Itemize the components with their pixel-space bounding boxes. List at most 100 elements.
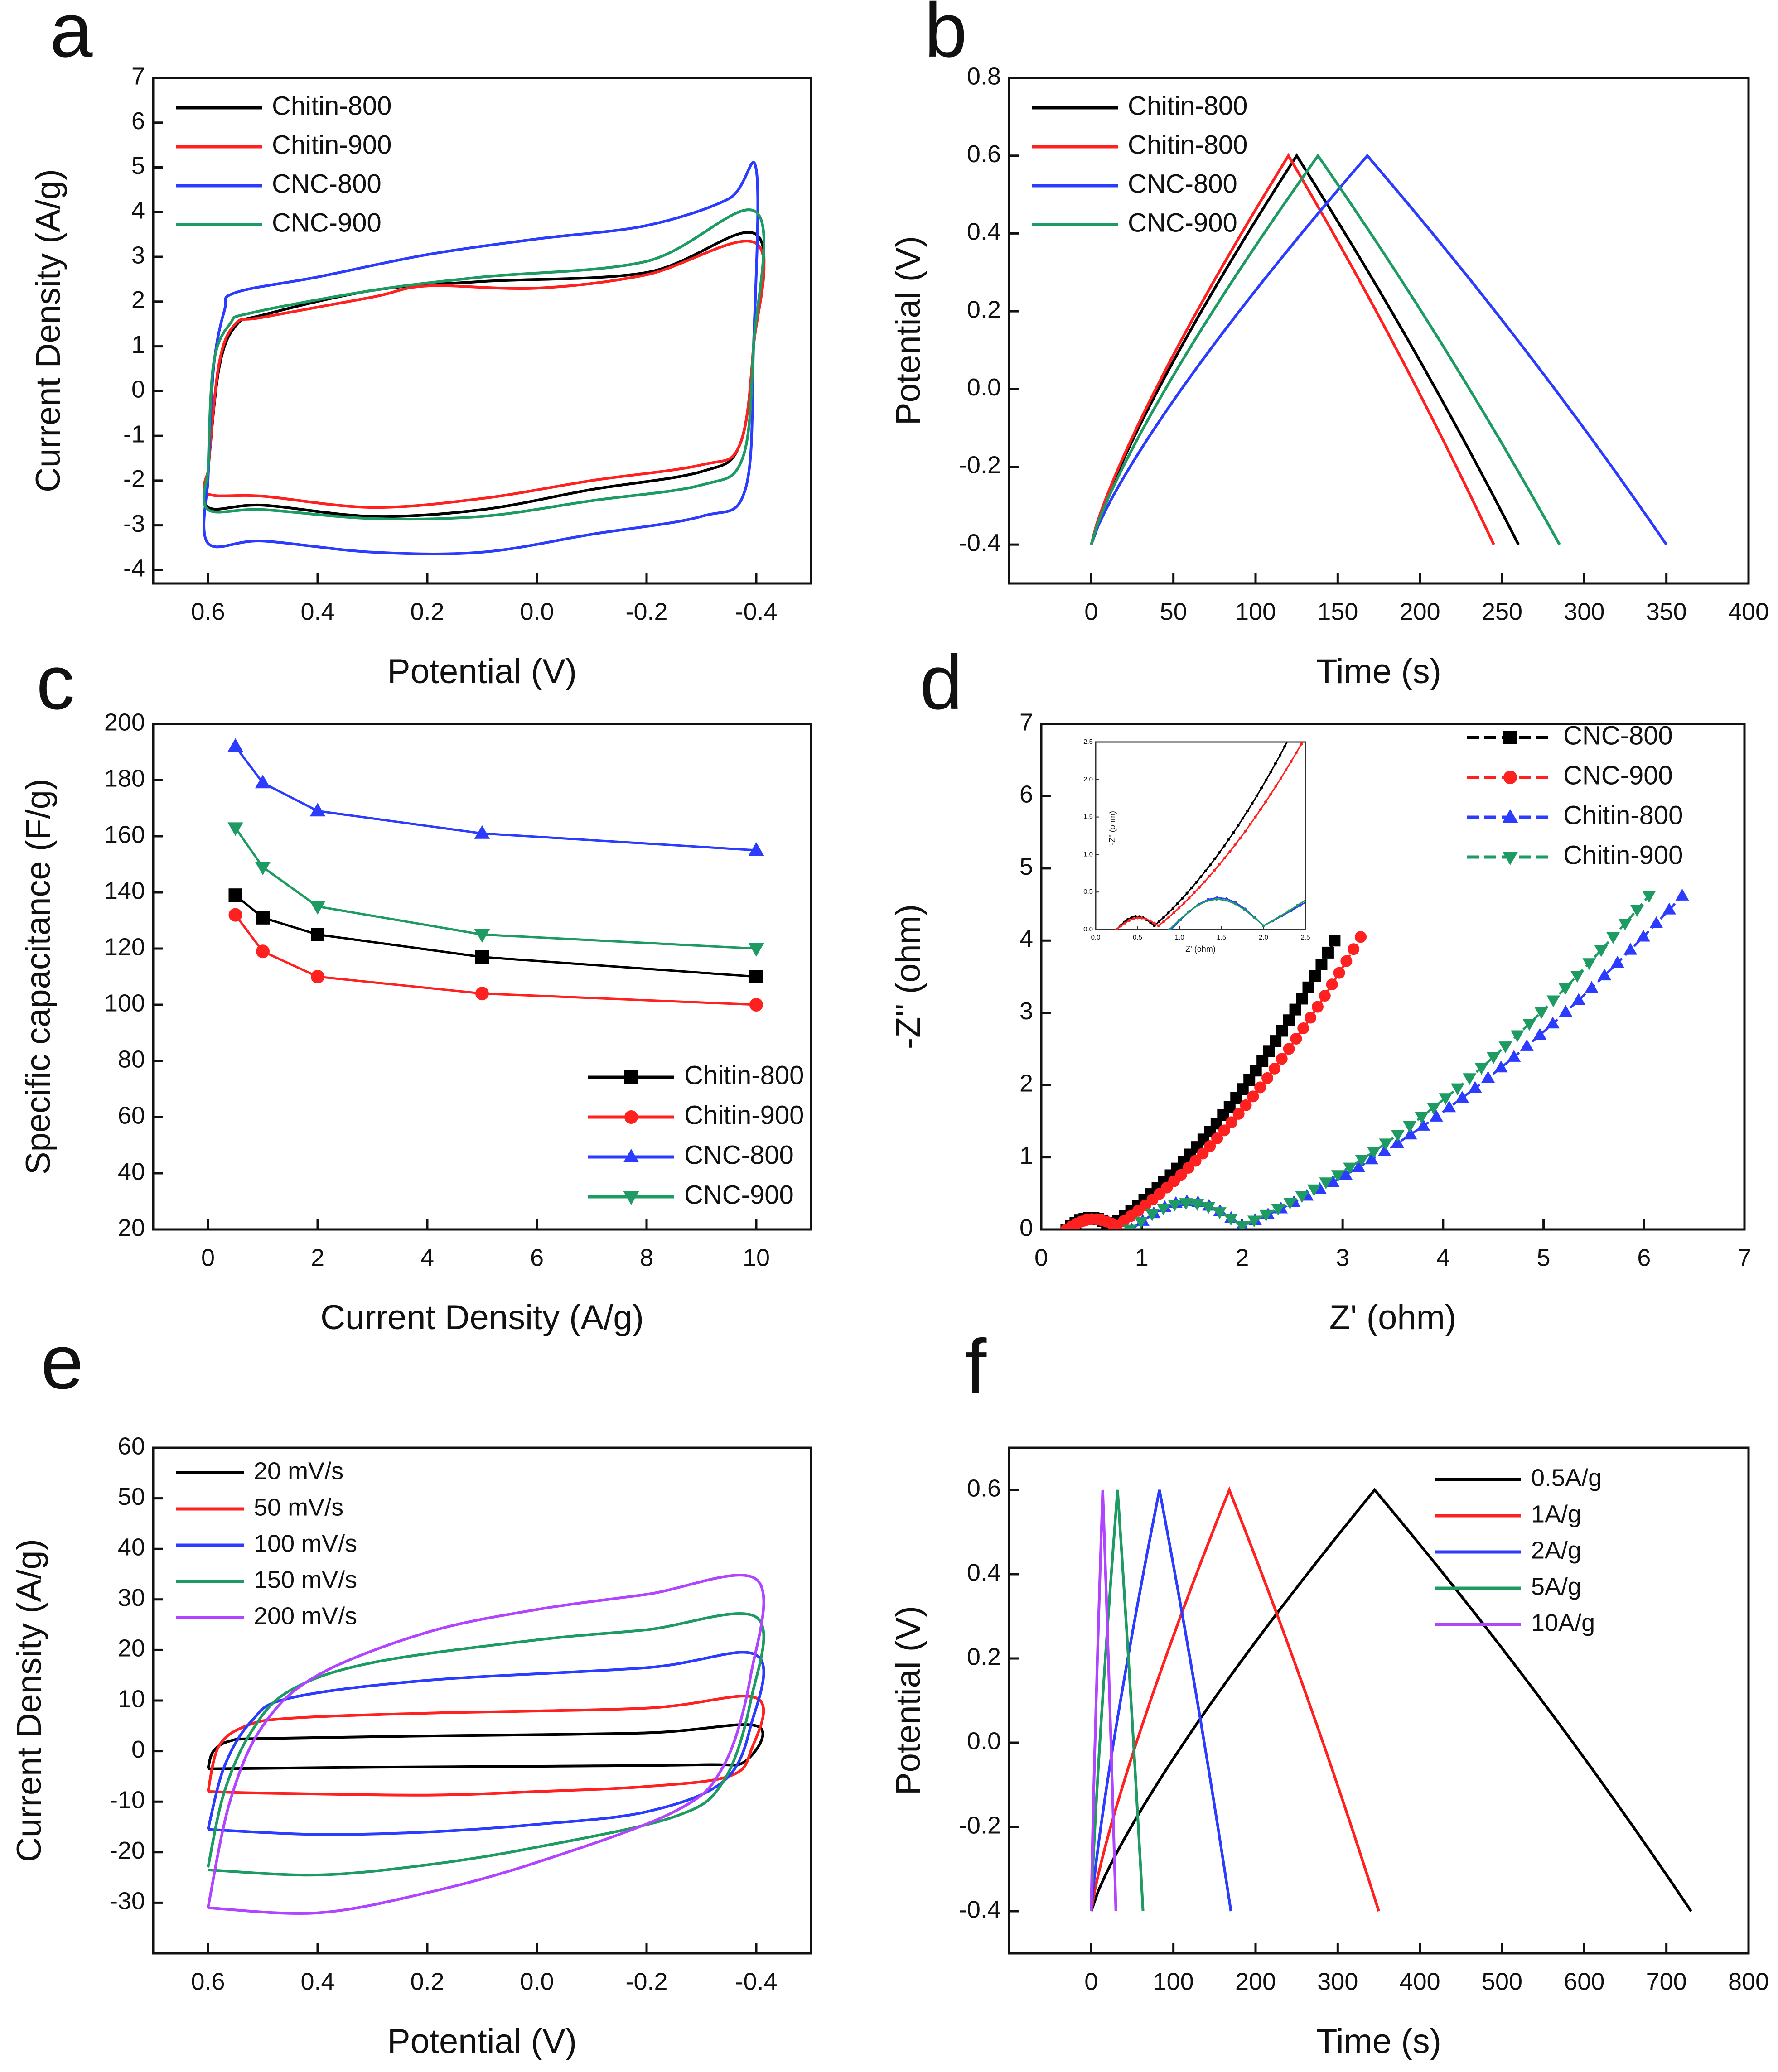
x-tick-label: 0.0 bbox=[520, 1968, 554, 1995]
y-tick-label: 2 bbox=[1019, 1070, 1033, 1097]
inset-point-cnc-800 bbox=[1265, 778, 1268, 782]
data-point-cnc-800 bbox=[227, 738, 243, 752]
data-point-chitin-800 bbox=[256, 911, 270, 925]
inset-y-tick-label: 0.0 bbox=[1083, 925, 1093, 933]
x-tick-label: 600 bbox=[1564, 1968, 1604, 1995]
data-point-chitin-800 bbox=[1429, 1109, 1443, 1122]
inset-point-cnc-900 bbox=[1269, 792, 1272, 796]
legend-marker-chitin-800 bbox=[1502, 809, 1518, 823]
legend-label-10a-g: 10A/g bbox=[1531, 1609, 1595, 1636]
inset-point-cnc-800 bbox=[1176, 901, 1179, 905]
data-point-chitin-800 bbox=[1326, 1175, 1340, 1187]
y-tick-label: 2 bbox=[131, 286, 145, 313]
panel-label-f: f bbox=[965, 1324, 987, 1410]
series-line-1a-g bbox=[1090, 1486, 1380, 1912]
series-line-10a-g bbox=[1090, 1489, 1117, 1912]
legend-label-cnc-900: CNC-900 bbox=[684, 1180, 794, 1209]
x-tick-label: 800 bbox=[1728, 1968, 1769, 1995]
inset-point-cnc-900 bbox=[1223, 856, 1227, 860]
inset-point-chitin-900 bbox=[1224, 898, 1227, 902]
y-tick-label: 4 bbox=[1019, 925, 1033, 953]
legend-marker-cnc-800 bbox=[623, 1149, 639, 1162]
inset-y-label: -Z'' (ohm) bbox=[1108, 811, 1117, 845]
inset-point-chitin-900 bbox=[1296, 904, 1299, 907]
data-point-chitin-800 bbox=[749, 970, 763, 983]
data-point-cnc-900 bbox=[1319, 990, 1331, 1002]
y-tick-label: 10 bbox=[118, 1685, 145, 1712]
legend-label-chitin-800: Chitin-800 bbox=[1128, 91, 1247, 120]
data-point-cnc-900 bbox=[1189, 1155, 1202, 1167]
data-point-chitin-800 bbox=[1403, 1128, 1417, 1140]
y-axis-label: Current Density (A/g) bbox=[29, 169, 68, 492]
y-tick-label: 1 bbox=[1019, 1142, 1033, 1169]
x-tick-label: 400 bbox=[1400, 1968, 1440, 1995]
inset-point-cnc-900 bbox=[1177, 906, 1181, 910]
inset-x-tick-label: 0.0 bbox=[1091, 934, 1101, 941]
data-point-chitin-800 bbox=[1623, 943, 1638, 955]
x-tick-label: 0.6 bbox=[191, 598, 225, 625]
inset-point-cnc-900 bbox=[1238, 837, 1242, 840]
panel-b: b 0 50 100 150 200 250 300 350 400 -0.4 -0.2 0.0 0.2 0… bbox=[889, 0, 1769, 691]
plot-area bbox=[207, 1574, 765, 1915]
data-point-cnc-900 bbox=[1211, 1132, 1223, 1144]
inset-point-cnc-800 bbox=[1218, 851, 1221, 854]
series-line-chitin-800 bbox=[1090, 153, 1495, 545]
data-point-chitin-800 bbox=[311, 928, 324, 941]
series-line-cnc-900 bbox=[203, 208, 766, 521]
x-tick-label: 8 bbox=[640, 1244, 653, 1271]
data-point-chitin-800 bbox=[1352, 1160, 1366, 1172]
x-tick-label: -0.4 bbox=[735, 598, 777, 625]
plot-frame bbox=[152, 723, 812, 1231]
inset-x-tick-label: 2.5 bbox=[1301, 934, 1310, 941]
data-point-cnc-900 bbox=[1290, 1032, 1302, 1045]
legend-label-100-mv-s: 100 mV/s bbox=[254, 1530, 357, 1557]
data-point-cnc-800 bbox=[748, 842, 764, 856]
inset-point-cnc-800 bbox=[1208, 863, 1212, 867]
inset-point-cnc-900 bbox=[1203, 880, 1206, 883]
data-point-chitin-900 bbox=[1123, 1224, 1137, 1229]
panel-label-b: b bbox=[924, 0, 967, 73]
x-tick-label: 2 bbox=[1235, 1244, 1249, 1271]
series-line-5a-g bbox=[1090, 1489, 1145, 1912]
inset-point-cnc-900 bbox=[1136, 916, 1139, 920]
legend: Chitin-800 Chitin-900 CNC-800 CNC-900 bbox=[588, 1060, 804, 1209]
inset-point-chitin-900 bbox=[1233, 902, 1237, 906]
legend-label-cnc-800: CNC-800 bbox=[1563, 721, 1673, 750]
y-tick-label: 0.6 bbox=[967, 140, 1001, 168]
x-tick-label: 400 bbox=[1728, 598, 1769, 625]
legend: Chitin-800 Chitin-900 CNC-800 CNC-900 bbox=[176, 91, 391, 237]
y-tick-label: -0.4 bbox=[959, 1896, 1001, 1923]
inset-point-cnc-800 bbox=[1204, 869, 1207, 872]
data-point-chitin-800 bbox=[1610, 956, 1624, 968]
data-point-chitin-900 bbox=[1642, 891, 1656, 903]
data-point-chitin-900 bbox=[1145, 1209, 1159, 1221]
inset-x-tick-label: 0.5 bbox=[1133, 934, 1142, 941]
panel-d: d 0 1 2 3 4 5 6 7 0 1 2 3 4 5 6 7 Z' (ohm) -Z'' (ohm) CNC-8… bbox=[889, 640, 1751, 1337]
panel-label-a: a bbox=[50, 0, 93, 73]
data-point-chitin-900 bbox=[1618, 919, 1632, 931]
legend: 20 mV/s 50 mV/s 100 mV/s 150 mV/s 200 mV/s bbox=[176, 1457, 357, 1629]
data-point-chitin-900 bbox=[1379, 1138, 1393, 1151]
data-point-cnc-900 bbox=[474, 929, 490, 943]
inset-point-cnc-900 bbox=[1279, 776, 1283, 780]
y-tick-label: 40 bbox=[118, 1158, 145, 1185]
data-point-chitin-800 bbox=[1481, 1071, 1495, 1083]
inset-point-cnc-900 bbox=[1218, 863, 1222, 866]
inset-point-cnc-800 bbox=[1227, 838, 1231, 841]
inset-point-cnc-900 bbox=[1115, 928, 1118, 930]
data-point-chitin-900 bbox=[1594, 945, 1608, 957]
y-tick-label: 0 bbox=[131, 376, 145, 403]
data-point-chitin-900 bbox=[1283, 1197, 1297, 1209]
y-tick-label: -0.4 bbox=[959, 529, 1001, 556]
inset-point-cnc-900 bbox=[1284, 768, 1288, 771]
data-point-chitin-900 bbox=[1343, 1162, 1357, 1175]
inset-point-cnc-900 bbox=[1162, 920, 1165, 923]
y-tick-label: 0.0 bbox=[967, 374, 1001, 401]
inset-point-cnc-900 bbox=[1157, 924, 1160, 927]
inset-point-cnc-900 bbox=[1119, 925, 1122, 928]
inset-point-chitin-900 bbox=[1287, 909, 1290, 912]
y-tick-label: -4 bbox=[123, 555, 145, 582]
inset-point-cnc-800 bbox=[1194, 881, 1198, 884]
data-point-cnc-800 bbox=[1315, 959, 1328, 971]
data-point-cnc-800 bbox=[1322, 946, 1334, 959]
